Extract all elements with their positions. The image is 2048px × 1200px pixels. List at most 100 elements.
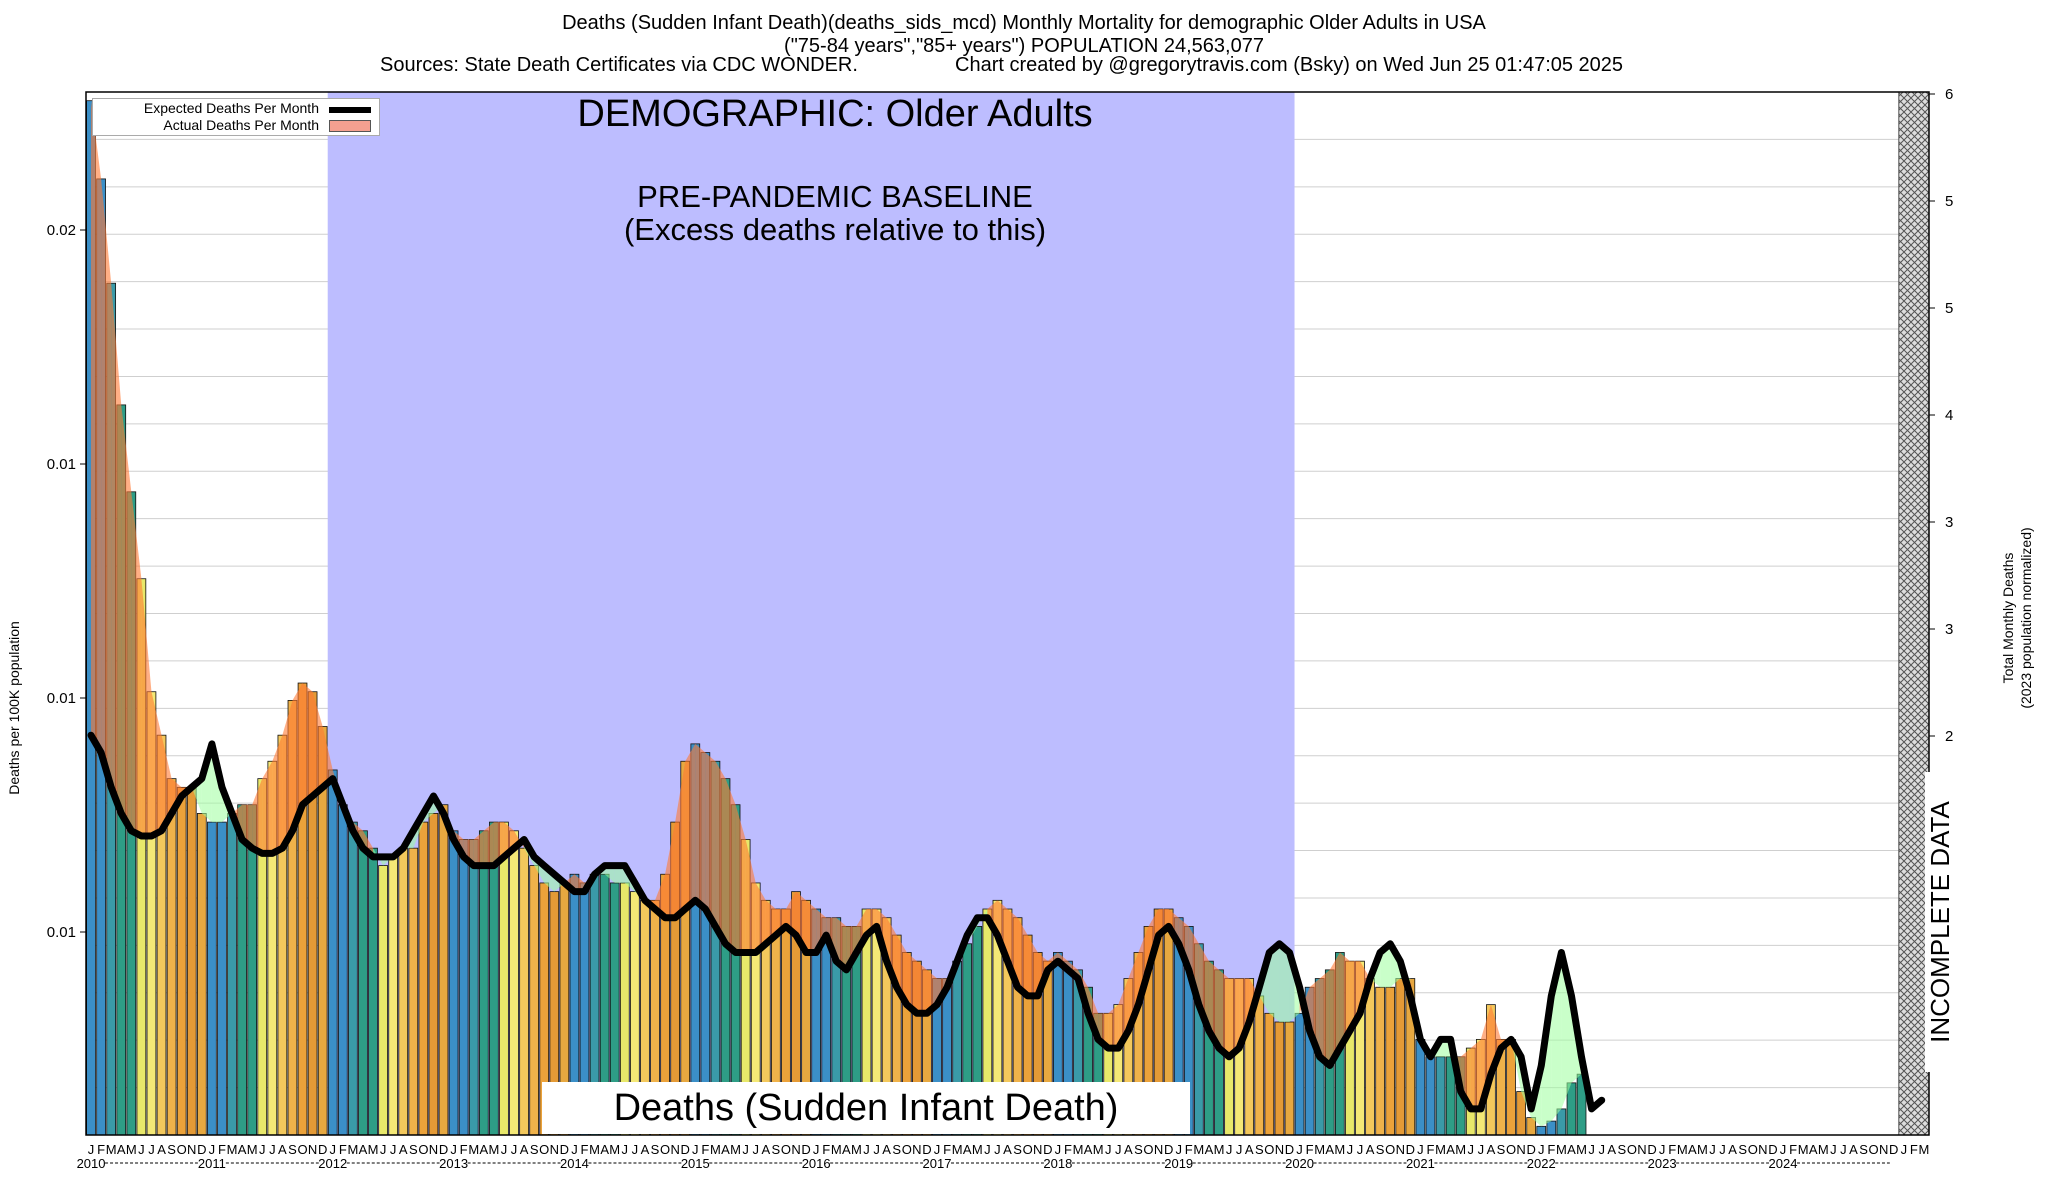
- x-month-label: J: [863, 1142, 870, 1157]
- x-month-label: M: [227, 1142, 238, 1157]
- excess-fill: [312, 691, 323, 797]
- bar: [337, 804, 348, 1136]
- x-month-label: F: [1427, 1142, 1435, 1157]
- x-month-label: F: [339, 1142, 347, 1157]
- chart-credit: Chart created by @gregorytravis.com (Bsk…: [955, 54, 1624, 76]
- x-month-label: J: [148, 1142, 155, 1157]
- x-month-label: F: [218, 1142, 226, 1157]
- y2-tick-label: 5: [1945, 300, 1953, 317]
- x-month-label: O: [902, 1142, 912, 1157]
- legend-expected-swatch: [329, 107, 371, 113]
- excess-fill: [111, 283, 122, 814]
- x-month-label: J: [1478, 1142, 1485, 1157]
- x-month-label: J: [501, 1142, 508, 1157]
- legend-actual-swatch: [329, 120, 371, 132]
- x-month-label: A: [1809, 1142, 1818, 1157]
- x-month-label: M: [247, 1142, 258, 1157]
- x-month-label: O: [539, 1142, 549, 1157]
- x-month-label: S: [1376, 1142, 1385, 1157]
- x-month-label: J: [571, 1142, 578, 1157]
- x-month-label: J: [742, 1142, 749, 1157]
- deficit-fill: [614, 865, 625, 883]
- x-month-label: A: [1688, 1142, 1697, 1157]
- x-month-label: F: [943, 1142, 951, 1157]
- bar: [398, 847, 409, 1136]
- y2-tick-label: 2: [1945, 728, 1953, 745]
- excess-fill: [302, 683, 313, 805]
- excess-fill: [1329, 952, 1340, 1066]
- bar: [207, 821, 217, 1136]
- x-month-label: F: [1789, 1142, 1797, 1157]
- bar: [478, 830, 489, 1136]
- bar: [448, 830, 459, 1136]
- x-month-label: A: [1567, 1142, 1576, 1157]
- x-month-label: S: [530, 1142, 539, 1157]
- x-month-label: A: [1205, 1142, 1214, 1157]
- x-month-label: A: [721, 1142, 730, 1157]
- x-month-label: J: [209, 1142, 216, 1157]
- x-month-label: O: [1627, 1142, 1637, 1157]
- x-month-label: F: [1185, 1142, 1193, 1157]
- x-month-label: A: [1728, 1142, 1737, 1157]
- bar: [428, 813, 439, 1136]
- x-month-label: N: [912, 1142, 921, 1157]
- deficit-fill: [1279, 943, 1290, 1023]
- bar: [1274, 1021, 1285, 1136]
- x-year-label: 2023: [1648, 1156, 1677, 1171]
- excess-fill: [675, 761, 686, 918]
- x-month-label: D: [681, 1142, 690, 1157]
- legend-expected-label: Expected Deaths Per Month: [143, 100, 319, 116]
- y2-tick-label: 5: [1945, 193, 1953, 210]
- x-month-label: J: [511, 1142, 518, 1157]
- x-month-label: S: [1617, 1142, 1626, 1157]
- x-month-label: M: [851, 1142, 862, 1157]
- excess-fill: [745, 839, 756, 953]
- bar: [1395, 978, 1406, 1136]
- x-month-label: M: [106, 1142, 117, 1157]
- excess-fill: [1239, 978, 1250, 1049]
- bar: [1425, 1056, 1436, 1136]
- x-month-label: J: [1347, 1142, 1354, 1157]
- excess-fill: [1299, 987, 1310, 1031]
- x-month-label: A: [1487, 1142, 1496, 1157]
- y2-tick-label: 6: [1945, 86, 1953, 103]
- deficit-fill: [604, 865, 615, 883]
- x-month-label: N: [1033, 1142, 1042, 1157]
- excess-fill: [916, 961, 927, 1014]
- x-month-label: S: [1013, 1142, 1022, 1157]
- y2-tick-label: 3: [1945, 621, 1953, 638]
- excess-fill: [1490, 1004, 1501, 1075]
- x-month-label: J: [1468, 1142, 1475, 1157]
- excess-fill: [715, 761, 726, 944]
- baseline-label: PRE-PANDEMIC BASELINE: [637, 179, 1033, 214]
- excess-fill: [574, 874, 585, 892]
- bar: [499, 821, 509, 1136]
- excess-fill: [1470, 1039, 1481, 1109]
- chart-title: Deaths (Sudden Infant Death)(deaths_sids…: [562, 12, 1486, 34]
- x-month-label: M: [1334, 1142, 1345, 1157]
- x-month-label: J: [1417, 1142, 1424, 1157]
- x-month-label: J: [692, 1142, 699, 1157]
- y2-axis-label-1: Total Monthly Deaths: [2000, 552, 2016, 684]
- x-month-label: O: [1264, 1142, 1274, 1157]
- x-month-label: N: [187, 1142, 196, 1157]
- x-month-label: N: [670, 1142, 679, 1157]
- excess-fill: [1229, 978, 1240, 1057]
- x-month-label: D: [1647, 1142, 1656, 1157]
- bar: [227, 813, 237, 1136]
- x-month-label: D: [197, 1142, 206, 1157]
- bar: [1546, 1120, 1557, 1136]
- excess-fill: [886, 917, 897, 988]
- x-month-label: S: [1859, 1142, 1868, 1157]
- excess-fill: [735, 804, 746, 953]
- x-month-label: J: [1236, 1142, 1243, 1157]
- x-month-label: A: [238, 1142, 247, 1157]
- bar: [247, 804, 258, 1136]
- x-month-label: M: [831, 1142, 842, 1157]
- bar: [1435, 1056, 1446, 1136]
- x-month-label: D: [1768, 1142, 1777, 1157]
- x-month-label: M: [1214, 1142, 1225, 1157]
- bar: [166, 778, 177, 1136]
- bar: [388, 856, 399, 1136]
- plot-frame: [85, 91, 1930, 1136]
